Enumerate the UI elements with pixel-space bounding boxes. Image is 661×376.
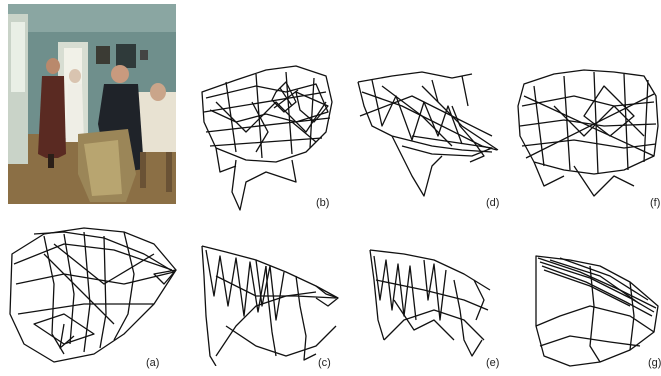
panel-label-a: (a) [146, 357, 160, 369]
panel-label-f: (f) [650, 197, 661, 209]
painting-image [8, 4, 176, 204]
scanpath-b [196, 62, 336, 212]
panel-label-b: (b) [316, 197, 330, 209]
painting-svg [8, 4, 176, 204]
panel-label-g: (g) [648, 357, 661, 369]
scanpath-c [196, 236, 344, 366]
scanpath-f [514, 66, 660, 206]
panel-label-d: (d) [486, 197, 500, 209]
panel-label-e: (e) [486, 357, 500, 369]
scanpath-g [530, 246, 660, 368]
panel-label-c: (c) [318, 357, 331, 369]
scanpath-a [4, 224, 180, 364]
scanpath-e [364, 240, 494, 360]
scanpath-d [352, 66, 502, 206]
